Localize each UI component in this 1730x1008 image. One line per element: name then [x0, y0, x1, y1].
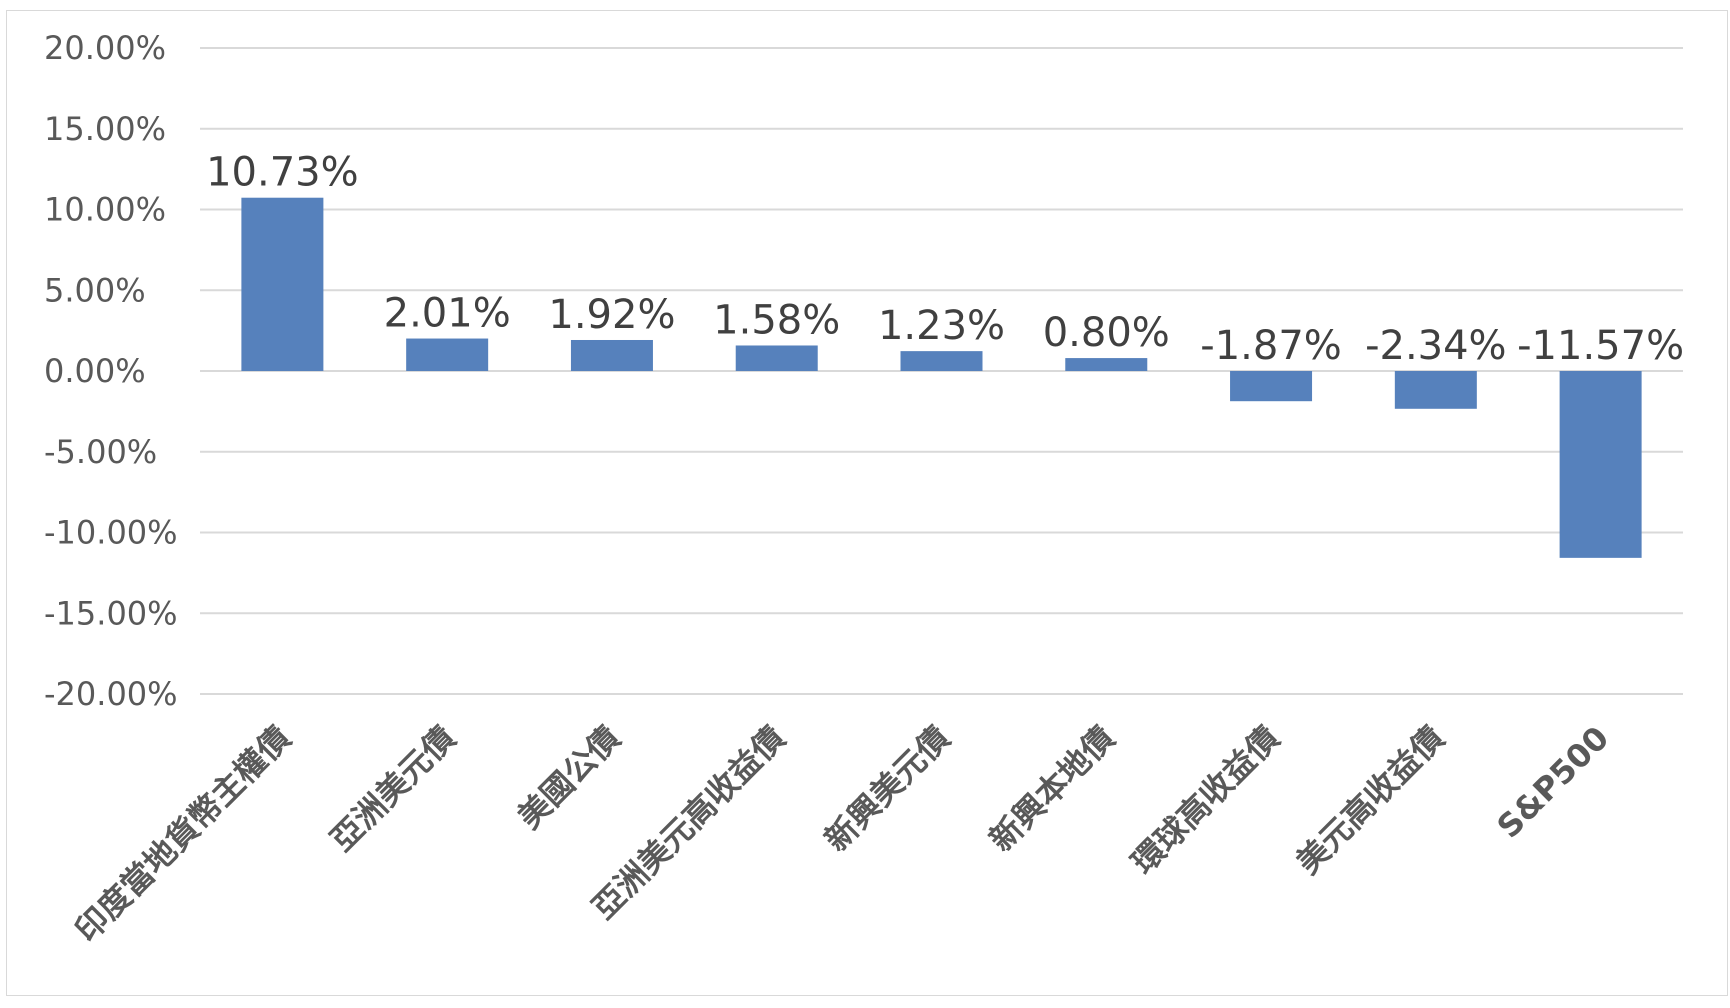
x-tick-label: 新興美元債 — [817, 719, 957, 859]
gridlines — [200, 47, 1683, 695]
data-label: 1.58% — [713, 297, 840, 343]
x-tick-label: 亞洲美元債 — [323, 719, 463, 859]
y-tick-label: 10.00% — [44, 191, 166, 229]
x-tick-label: 美元高收益債 — [1289, 719, 1452, 882]
y-tick-label: -20.00% — [44, 675, 178, 713]
data-label: 10.73% — [206, 150, 359, 196]
y-tick-label: -10.00% — [44, 514, 178, 552]
data-label: 2.01% — [384, 291, 511, 337]
data-label: 1.23% — [878, 303, 1005, 349]
bar — [241, 197, 324, 371]
bars — [241, 197, 1642, 558]
chart-frame — [6, 10, 1728, 996]
data-label: -1.87% — [1200, 323, 1342, 369]
bar — [1394, 371, 1477, 409]
bar — [1559, 371, 1642, 558]
bar — [735, 345, 818, 371]
bar — [1230, 371, 1313, 402]
bar — [570, 339, 653, 371]
y-tick-label: 15.00% — [44, 110, 166, 148]
data-label: -2.34% — [1365, 323, 1507, 369]
x-tick-label: 新興本地債 — [982, 719, 1122, 859]
x-tick-label: S&P500 — [1490, 719, 1617, 846]
x-tick-label: 環球高收益債 — [1124, 719, 1287, 882]
data-label: 0.80% — [1043, 310, 1170, 356]
x-tick-label: 印度當地貨幣主權債 — [68, 719, 299, 950]
y-tick-label: 0.00% — [44, 352, 146, 390]
y-tick-label: -5.00% — [44, 433, 157, 471]
bar — [1065, 358, 1148, 371]
data-labels: 10.73% 2.01% 1.92% 1.58% 1.23% 0.80% -1.87% -2.… — [206, 150, 1684, 369]
y-tick-label: 20.00% — [44, 29, 166, 67]
bar — [406, 338, 489, 371]
data-label: -11.57% — [1517, 323, 1684, 369]
y-tick-label: -15.00% — [44, 594, 178, 632]
x-tick-label: 美國公債 — [510, 719, 627, 836]
bar — [900, 351, 983, 371]
y-tick-label: 5.00% — [44, 271, 146, 309]
y-axis-ticks: 20.00% 15.00% 10.00% 5.00% 0.00% -5.00% -10.00… — [44, 29, 178, 713]
data-label: 1.92% — [548, 292, 675, 338]
